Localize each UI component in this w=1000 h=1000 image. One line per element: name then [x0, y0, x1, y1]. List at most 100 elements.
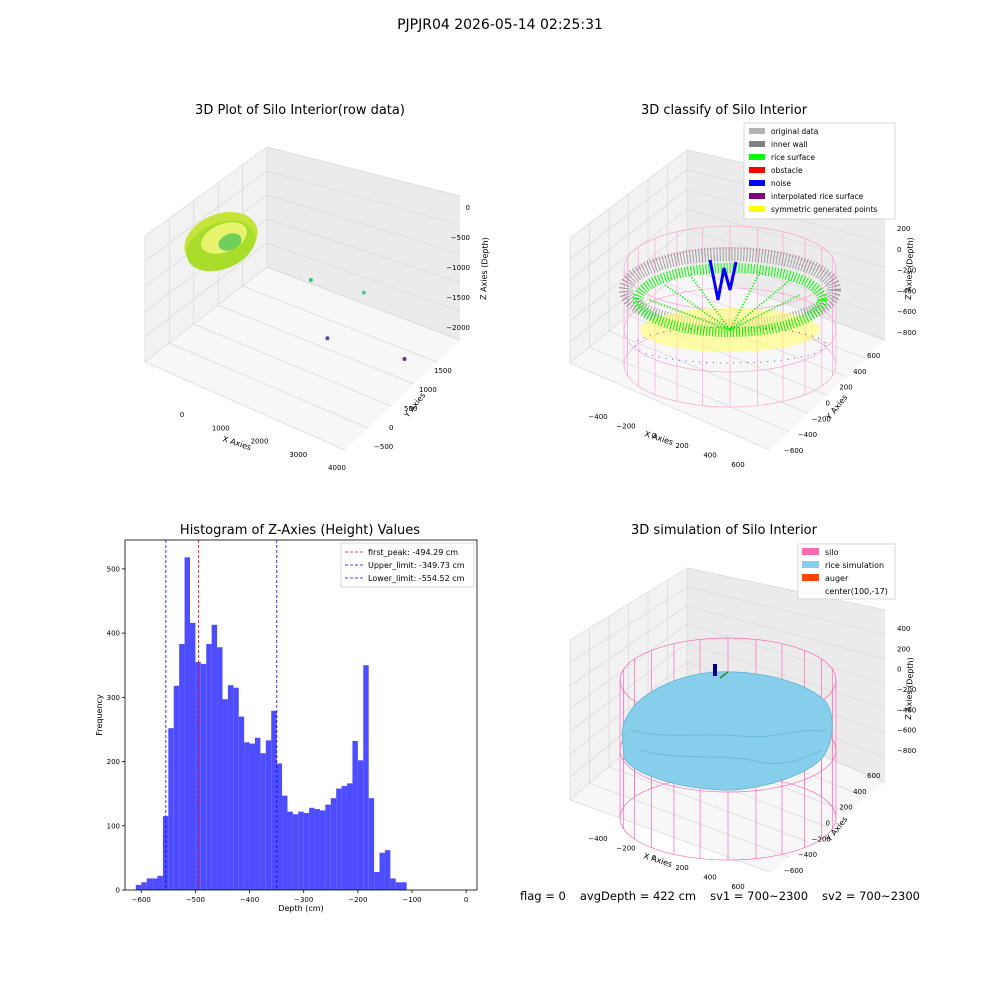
panel2-x-tick: −200 — [616, 423, 635, 431]
panel1-title: 3D Plot of Silo Interior(row data) — [195, 103, 405, 118]
outlier-point — [325, 336, 330, 341]
figure-title: PJPJR04 2026-05-14 02:25:31 — [397, 17, 603, 33]
histogram-x-tick: −100 — [402, 896, 421, 904]
panel1-xlabel: X Axies — [221, 434, 252, 452]
histogram-legend-label: Lower_limit: -554.52 cm — [368, 574, 465, 583]
panel2-x-tick: 200 — [675, 442, 688, 450]
auger-marker — [713, 664, 729, 679]
panel1-x-tick: 4000 — [328, 464, 346, 472]
inner-wall-points — [619, 247, 841, 333]
panel2-legend-label: rice surface — [771, 153, 815, 162]
histogram-bar — [271, 710, 277, 890]
panel2-legend-label: obstacle — [771, 166, 803, 175]
histogram-y-tick: 100 — [107, 822, 120, 830]
panel3-title: Histogram of Z-Axies (Height) Values — [179, 523, 421, 538]
panel2-legend — [743, 122, 896, 220]
histogram-legend — [340, 542, 475, 588]
panel1-z-tick: −500 — [451, 234, 470, 242]
rice-surface-points — [633, 263, 827, 337]
histogram-xlabel: Depth (cm) — [278, 904, 323, 913]
panel4-y-tick: 400 — [853, 788, 866, 796]
histogram-bar — [325, 804, 331, 890]
panel4-z-tick: −800 — [897, 747, 916, 755]
panel4-title: 3D simulation of Silo Interior — [631, 523, 817, 538]
panel2-zlabel: Z Axies (Depth) — [904, 237, 915, 300]
panel1-z-tick: 0 — [466, 204, 470, 212]
histogram-bar — [363, 665, 369, 890]
histogram-bar — [347, 783, 353, 890]
panel2-legend-label: symmetric generated points — [771, 205, 877, 214]
histogram-bar — [319, 810, 326, 890]
panel2-legend-swatch — [749, 193, 765, 199]
histogram-bar — [141, 882, 147, 890]
histogram-legend-label: first_peak: -494.29 cm — [368, 548, 458, 557]
silo-top-ring — [184, 212, 258, 272]
histogram-bar — [146, 878, 153, 890]
histogram-bar — [390, 878, 396, 890]
histogram-bar — [282, 795, 288, 890]
histogram-bar — [189, 622, 196, 890]
panel2-x-tick: 400 — [703, 451, 716, 459]
histogram-bar — [206, 644, 212, 890]
noise-points — [634, 259, 826, 364]
panel4-z-tick: 200 — [897, 645, 910, 653]
flag-text: flag = 0 — [520, 889, 566, 903]
histogram-bar — [227, 685, 234, 890]
panel2-xlabel: X Axies — [643, 429, 674, 447]
panel4-x-tick: 400 — [703, 873, 716, 881]
outlier-point — [308, 278, 313, 282]
panel4-x-tick: −400 — [588, 835, 607, 843]
panel4-z-tick: −600 — [897, 727, 916, 735]
histogram-x-tick: −200 — [348, 896, 367, 904]
rice-simulation-surface — [621, 671, 833, 791]
histogram-x-tick: −300 — [294, 896, 313, 904]
histogram-x-tick: −400 — [240, 896, 259, 904]
panel4-y-tick: 200 — [839, 804, 852, 812]
panel4-y-tick: −600 — [784, 867, 803, 875]
histogram-bar — [395, 882, 402, 890]
panel4-y-tick: 600 — [867, 772, 880, 780]
histogram-bar — [276, 763, 283, 890]
panel4-x-tick: −200 — [616, 845, 635, 853]
panel2-legend-label: noise — [771, 179, 791, 188]
histogram-bar — [184, 557, 190, 890]
outlier-point — [402, 357, 407, 361]
histogram-y-tick: 300 — [107, 694, 120, 702]
histogram-x-tick: −500 — [186, 896, 205, 904]
panel4-legend-swatch — [802, 548, 819, 555]
histogram-bar — [211, 624, 218, 890]
panel4-xlabel: X Axies — [642, 851, 673, 869]
panel4-y-tick: −200 — [812, 835, 831, 843]
panel4-z-tick: −200 — [897, 686, 916, 694]
outlier-points — [308, 278, 407, 361]
panel4-x-tick: 600 — [731, 883, 744, 891]
histogram-bar — [162, 816, 169, 890]
histogram-bar — [157, 875, 163, 890]
panel4-legend-label: rice simulation — [825, 561, 884, 570]
panel4-z-tick: −400 — [897, 706, 916, 714]
panel4-x-tick: 0 — [652, 854, 656, 862]
classified-3d-plot: original data inner wall rice surface obsta… — [569, 122, 916, 469]
panel4-legend-swatch — [802, 574, 819, 581]
panel1-y-tick: 500 — [404, 405, 417, 413]
histogram-y-tick: 500 — [107, 565, 120, 573]
panel2-legend-swatch — [749, 206, 765, 212]
sv1-text: sv1 = 700~2300 — [710, 889, 809, 903]
panel2-z-tick: −600 — [897, 308, 916, 316]
panel2-y-tick: −400 — [798, 431, 817, 439]
panel4-z-tick: 400 — [897, 625, 910, 633]
histogram-bar — [303, 812, 310, 890]
panel2-legend-swatch — [749, 141, 765, 147]
histogram-x-tick: −600 — [132, 896, 151, 904]
histogram-bar — [314, 809, 320, 890]
panel2-y-tick: −600 — [784, 447, 803, 455]
panel4-y-tick: −400 — [798, 851, 817, 859]
panel2-z-tick: −200 — [897, 267, 916, 275]
histogram-bar — [336, 788, 342, 890]
histogram-bars — [135, 557, 407, 890]
panel1-y-tick: 1500 — [434, 367, 452, 375]
panel1-x-tick: 3000 — [289, 451, 307, 459]
histogram-bar — [238, 716, 245, 890]
histogram-bar — [173, 685, 180, 890]
